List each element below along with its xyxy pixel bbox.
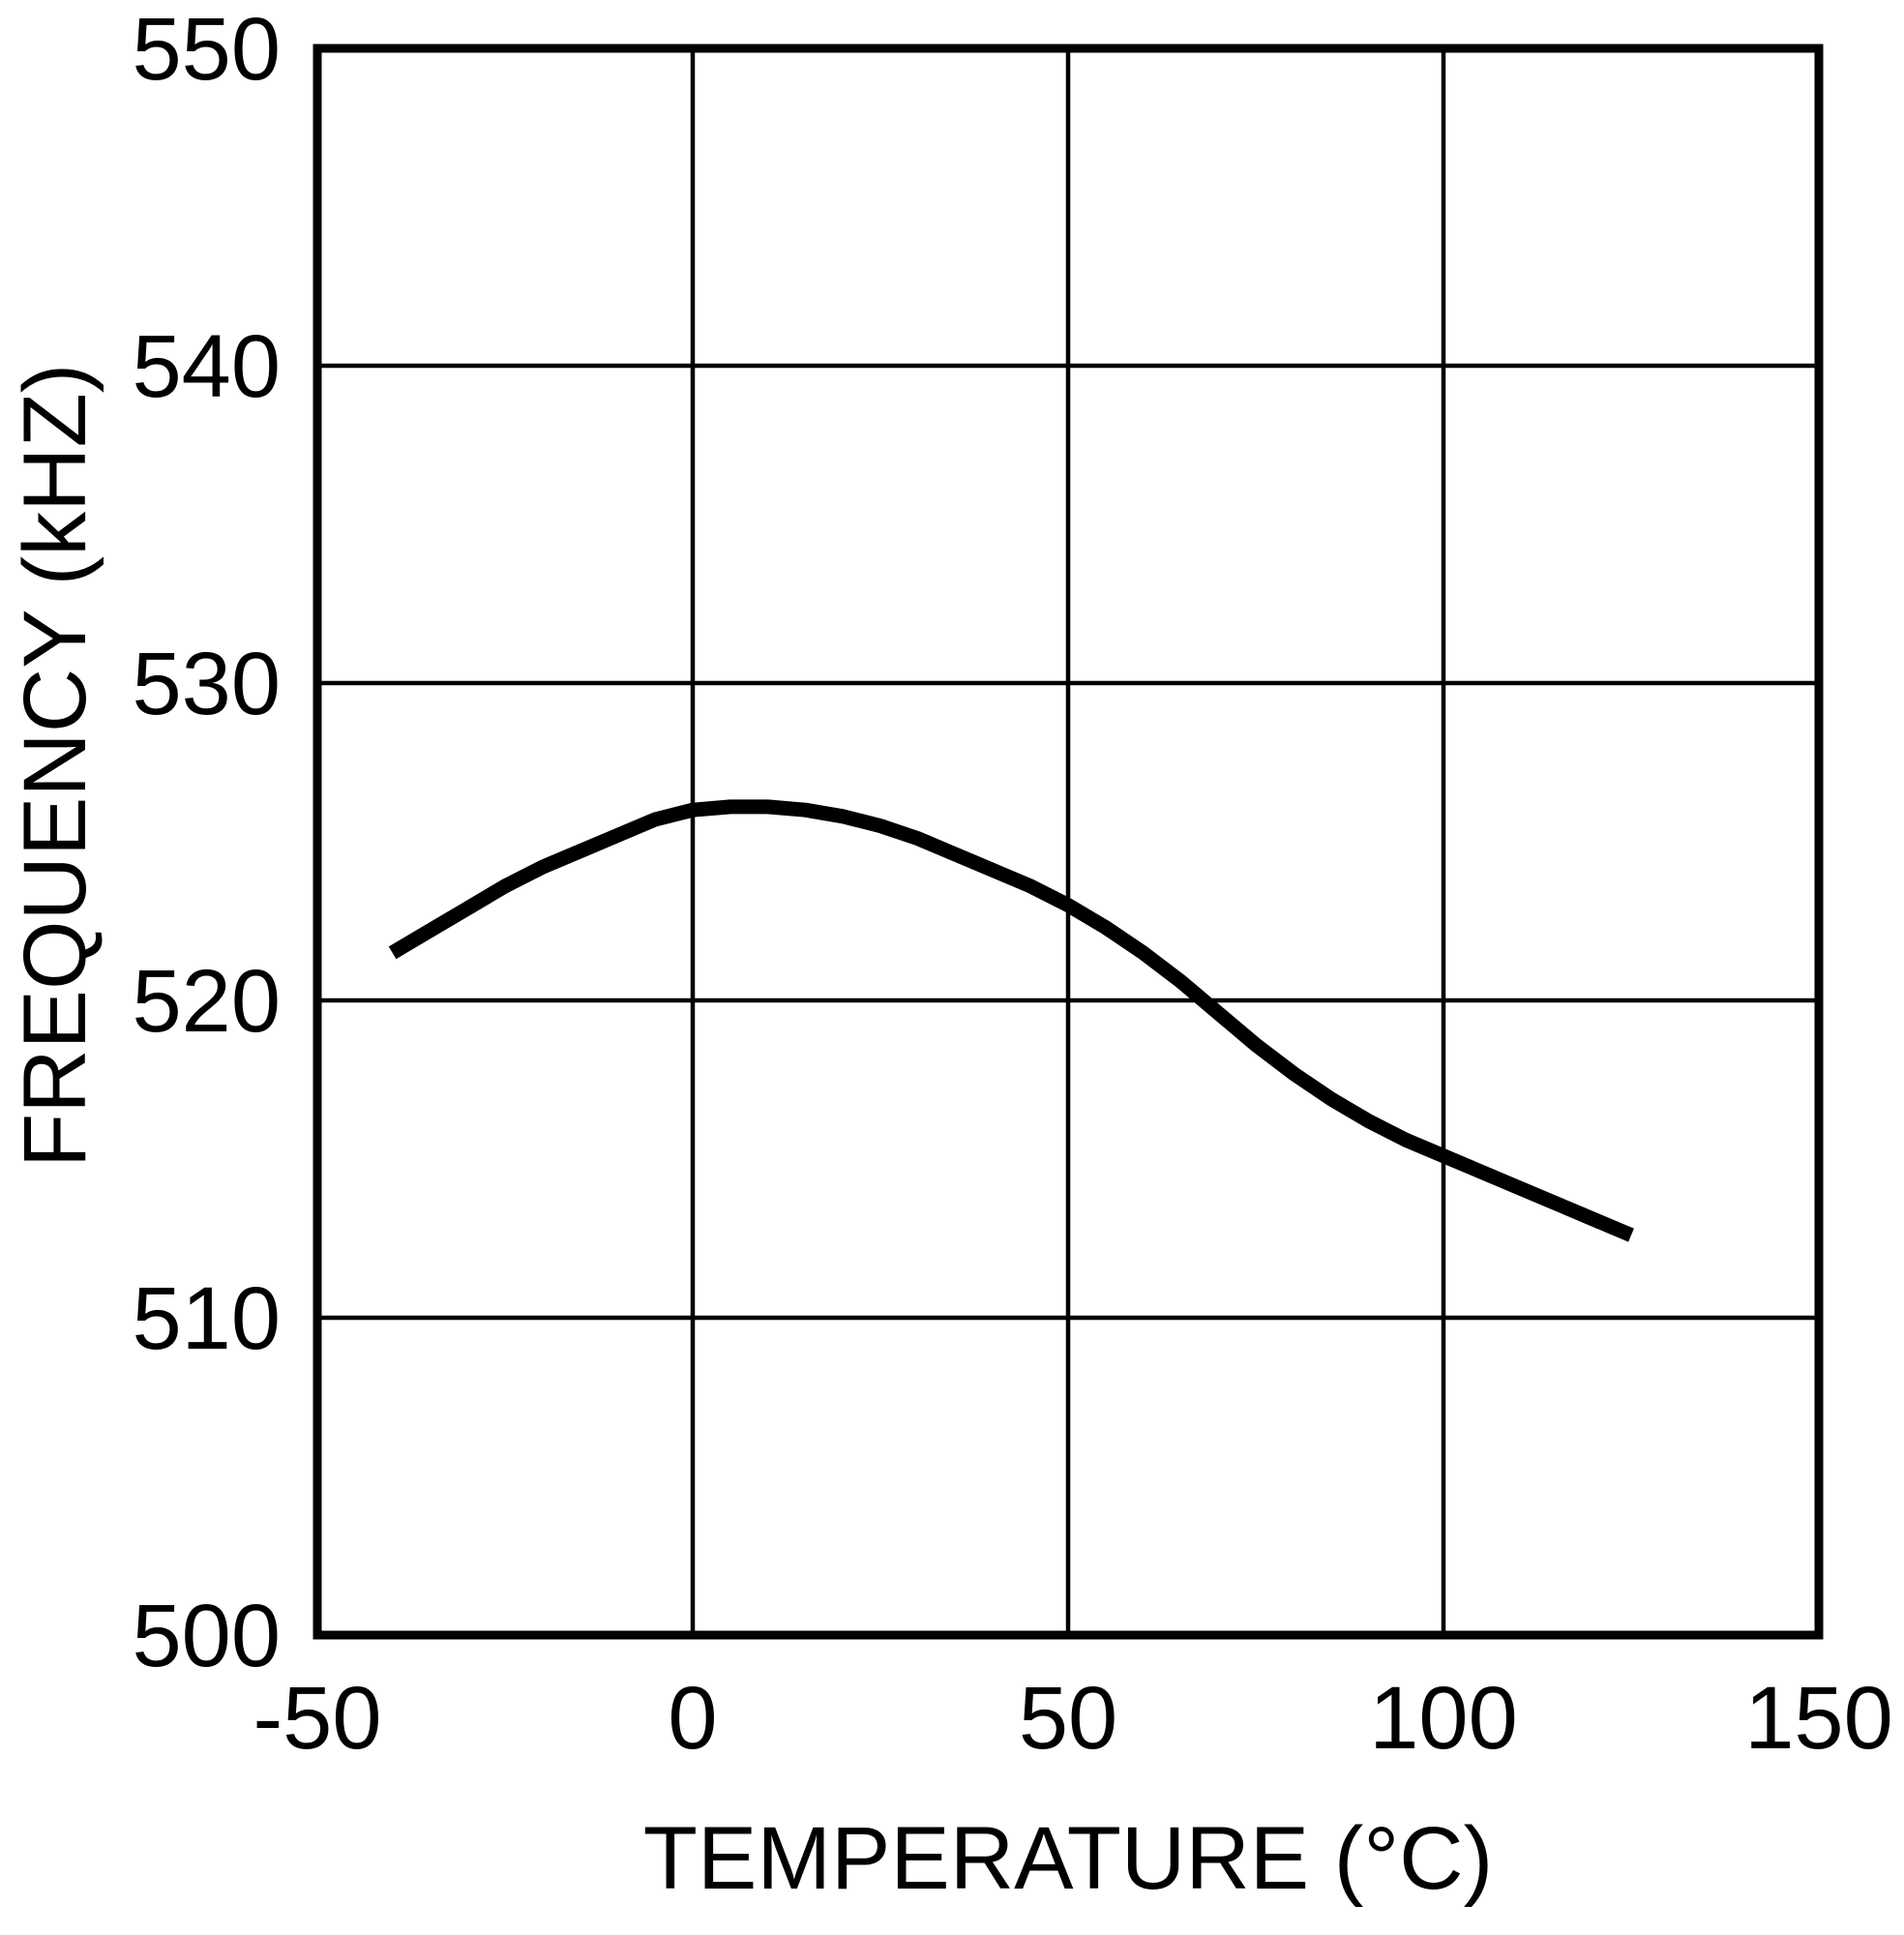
x-tick-label-neg50: -50 xyxy=(253,1669,382,1768)
y-tick-label-500: 500 xyxy=(132,1587,282,1685)
y-tick-label-550: 550 xyxy=(132,0,282,99)
x-tick-label-100: 100 xyxy=(1369,1669,1518,1768)
y-tick-label-510: 510 xyxy=(132,1269,282,1368)
x-tick-label-0: 0 xyxy=(668,1669,718,1768)
x-tick-label-50: 50 xyxy=(1018,1669,1118,1768)
y-tick-label-530: 530 xyxy=(132,635,282,733)
frequency-curve xyxy=(388,799,1634,1242)
x-axis-title: TEMPERATURE (°C) xyxy=(642,1809,1494,1908)
y-tick-label-520: 520 xyxy=(132,952,282,1051)
y-tick-label-540: 540 xyxy=(132,317,282,416)
gridlines xyxy=(317,48,1819,1635)
y-axis-title: FREQUENCY (kHZ) xyxy=(6,363,104,1168)
x-tick-label-150: 150 xyxy=(1744,1669,1893,1768)
plot-frame xyxy=(312,44,1824,1640)
